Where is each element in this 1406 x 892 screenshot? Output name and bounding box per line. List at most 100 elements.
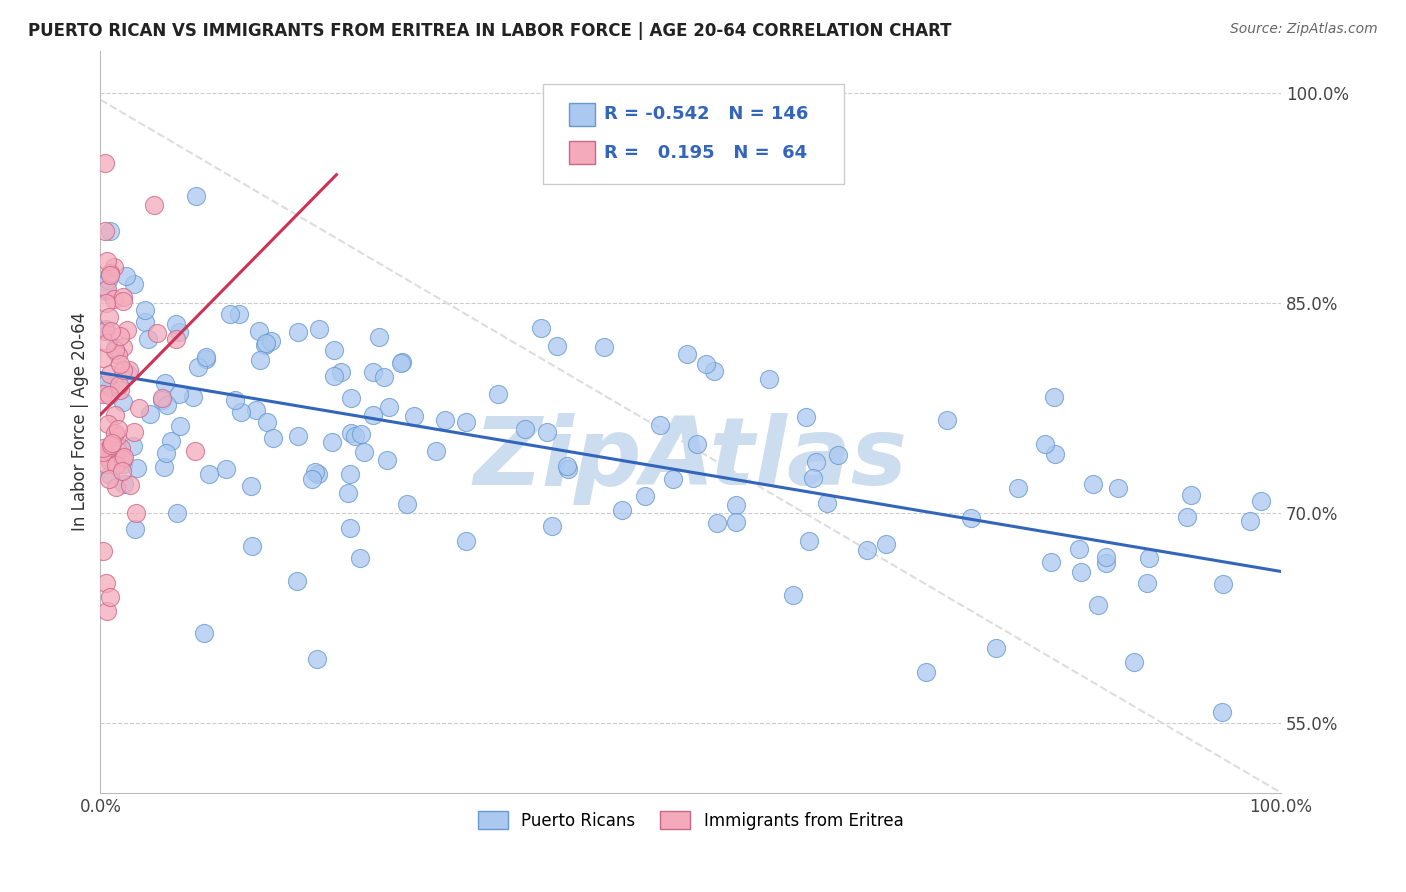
Point — [794, 409, 817, 424]
Point — [224, 393, 246, 408]
Point — [98, 590, 121, 604]
Point — [1212, 577, 1234, 591]
Point — [112, 290, 135, 304]
Point — [1107, 481, 1129, 495]
Point — [256, 415, 278, 429]
Point — [675, 347, 697, 361]
Point — [254, 338, 277, 352]
Point — [1033, 437, 1056, 451]
Point — [1095, 556, 1118, 570]
Point — [1045, 446, 1067, 460]
Point — [96, 377, 118, 392]
Point — [107, 422, 129, 436]
Point — [117, 368, 139, 382]
Point — [111, 293, 134, 308]
Point — [375, 453, 398, 467]
Point — [797, 533, 820, 548]
Point — [240, 539, 263, 553]
Point — [330, 366, 353, 380]
Text: R = -0.542   N = 146: R = -0.542 N = 146 — [605, 105, 808, 123]
Point — [308, 322, 330, 336]
Point — [633, 490, 655, 504]
Point — [91, 387, 114, 401]
Point — [344, 429, 367, 443]
Point — [287, 429, 309, 443]
Point — [98, 472, 121, 486]
Point — [219, 306, 242, 320]
Point — [96, 604, 118, 618]
Point — [111, 340, 134, 354]
Point — [97, 452, 120, 467]
Point — [169, 386, 191, 401]
Point — [127, 461, 149, 475]
Point — [915, 665, 938, 680]
Point — [856, 542, 879, 557]
Point — [97, 310, 120, 324]
Point — [165, 317, 187, 331]
Point — [105, 480, 128, 494]
Point — [301, 472, 323, 486]
Point — [363, 408, 385, 422]
Point — [110, 357, 132, 371]
Point — [118, 477, 141, 491]
Point — [96, 457, 118, 471]
Point — [1081, 477, 1104, 491]
Y-axis label: In Labor Force | Age 20-64: In Labor Force | Age 20-64 — [72, 312, 89, 532]
Point — [804, 455, 827, 469]
Text: ZipAtlas: ZipAtlas — [474, 413, 908, 505]
Point — [395, 497, 418, 511]
Point — [112, 476, 135, 491]
Point — [340, 426, 363, 441]
Point — [91, 445, 114, 459]
Legend: Puerto Ricans, Immigrants from Eritrea: Puerto Ricans, Immigrants from Eritrea — [471, 805, 910, 837]
Point — [181, 390, 204, 404]
Point — [285, 574, 308, 588]
Point — [115, 323, 138, 337]
Point — [104, 409, 127, 423]
Point — [322, 369, 344, 384]
Point — [1087, 598, 1109, 612]
Point — [118, 362, 141, 376]
Point — [94, 324, 117, 338]
Point — [546, 339, 568, 353]
Point — [195, 350, 218, 364]
Point — [592, 339, 614, 353]
FancyBboxPatch shape — [569, 141, 595, 164]
Point — [100, 438, 122, 452]
Point — [454, 416, 477, 430]
Point — [725, 515, 748, 529]
Point — [378, 401, 401, 415]
Point — [155, 446, 177, 460]
Point — [111, 457, 134, 471]
Point — [1094, 550, 1116, 565]
Point — [695, 357, 717, 371]
Point — [1250, 493, 1272, 508]
Point — [337, 485, 360, 500]
Point — [104, 425, 127, 440]
Point — [124, 522, 146, 536]
Point — [114, 268, 136, 283]
Point — [1180, 488, 1202, 502]
Point — [110, 441, 132, 455]
Point — [96, 575, 118, 590]
Point — [91, 543, 114, 558]
Point — [339, 467, 361, 482]
Point — [193, 625, 215, 640]
Point — [536, 425, 558, 439]
Point — [373, 370, 395, 384]
Point — [98, 268, 121, 282]
Point — [486, 387, 509, 401]
Point — [96, 282, 118, 296]
Text: R =   0.195   N =  64: R = 0.195 N = 64 — [605, 144, 807, 161]
Point — [98, 224, 121, 238]
Point — [389, 356, 412, 370]
Point — [724, 498, 747, 512]
Point — [107, 348, 129, 362]
Point — [110, 464, 132, 478]
Point — [262, 431, 284, 445]
FancyBboxPatch shape — [569, 103, 595, 126]
Point — [662, 472, 685, 486]
Point — [111, 394, 134, 409]
Point — [166, 507, 188, 521]
Point — [105, 458, 128, 472]
